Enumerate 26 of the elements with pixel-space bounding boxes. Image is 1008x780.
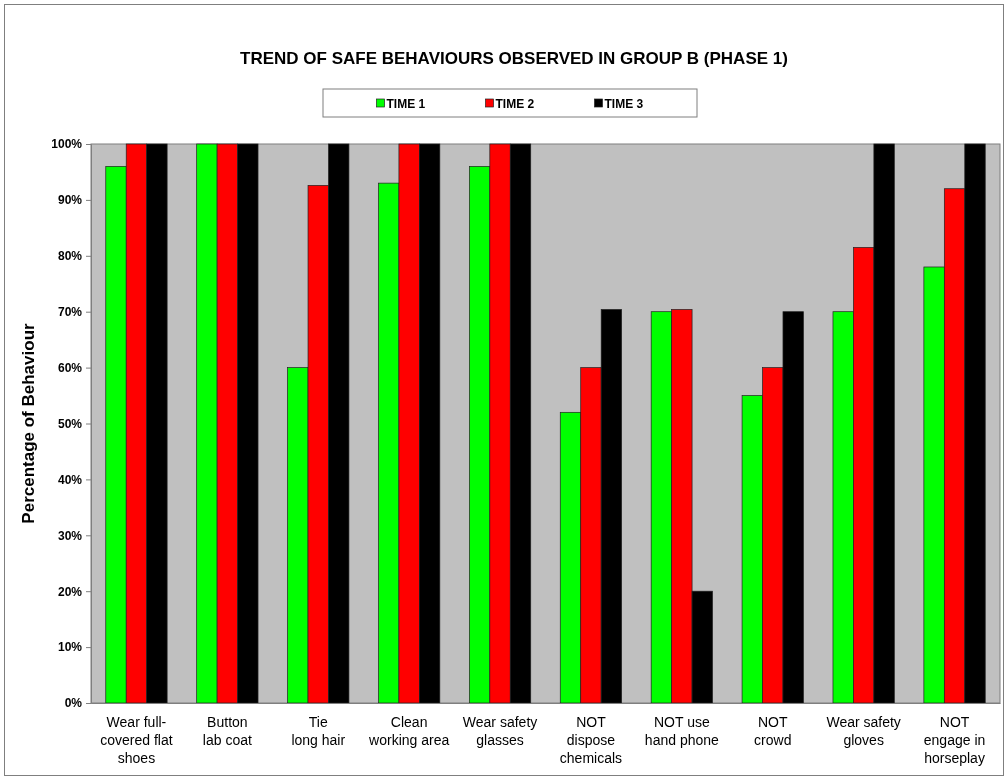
x-tick-label: NOT crowd [754, 713, 792, 749]
legend-label: TIME 2 [495, 96, 535, 111]
y-tick-label: 10% [57, 640, 83, 655]
legend-label: TIME 3 [604, 96, 644, 111]
y-tick-label: 60% [57, 360, 83, 375]
x-tick-label: NOT dispose chemicals [559, 713, 623, 767]
x-tick-label: NOT use hand phone [644, 713, 720, 749]
x-tick-label: Wear safety gloves [826, 713, 901, 749]
y-tick-label: 80% [57, 249, 83, 264]
legend-label: TIME 1 [386, 96, 426, 111]
y-tick-label: 70% [57, 305, 83, 320]
y-tick-label: 20% [57, 584, 83, 599]
y-tick-label: 30% [57, 528, 83, 543]
x-tick-label: Clean working area [368, 713, 450, 749]
y-tick-label: 90% [57, 193, 83, 208]
x-tick-label: Wear safety glasses [462, 713, 538, 749]
x-tick-label: Button lab coat [202, 713, 252, 749]
x-tick-label: Wear full- covered flat shoes [100, 713, 173, 767]
y-axis-title: Percentage of Behaviour [19, 322, 38, 524]
chart-title: TREND OF SAFE BEHAVIOURS OBSERVED IN GROUP B (PHASE 1) [240, 49, 788, 68]
y-tick-label: 50% [57, 416, 83, 431]
y-tick-label: 100% [51, 137, 83, 152]
x-tick-label: Tie long hair [291, 713, 346, 749]
y-tick-label: 0% [64, 696, 83, 711]
x-tick-label: NOT engage in horseplay [923, 713, 986, 767]
y-tick-label: 40% [57, 472, 83, 487]
